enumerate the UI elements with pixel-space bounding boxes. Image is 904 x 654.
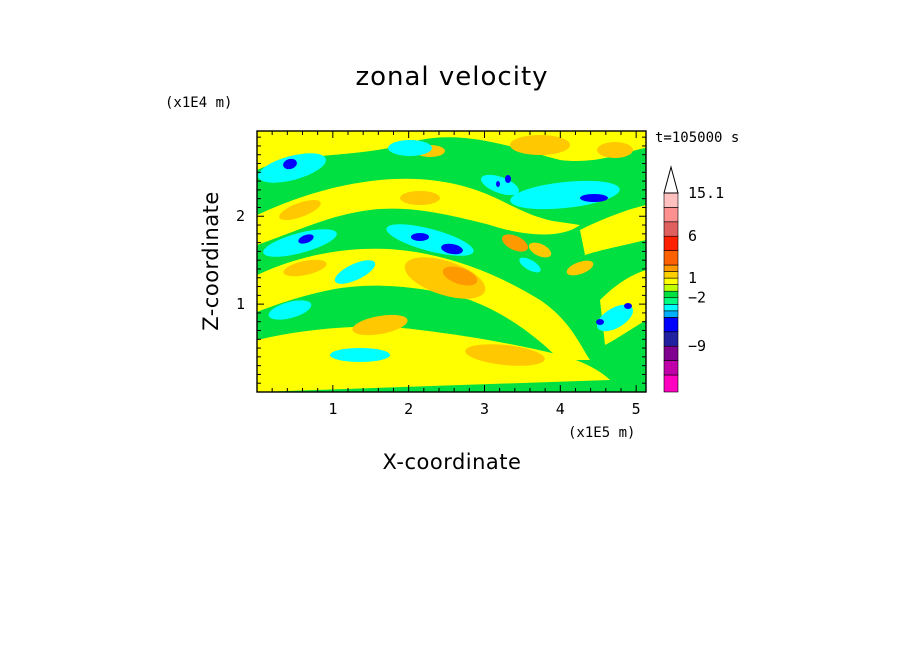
negative-core [596, 319, 604, 325]
positive-core [465, 344, 545, 366]
negative-core [298, 234, 314, 244]
x-axis: 1 2 3 4 5 [271, 131, 641, 418]
x-tick-label: 4 [556, 400, 565, 418]
positive-core [404, 257, 486, 299]
time-label: t=105000 s [655, 130, 739, 146]
negative-core [580, 194, 608, 202]
y-tick-label: 1 [236, 295, 245, 313]
positive-band [257, 178, 580, 245]
colorbar-swatch [663, 284, 679, 292]
positive-core [283, 259, 327, 277]
negative-core [411, 233, 429, 241]
x-tick-label: 1 [328, 400, 337, 418]
y-axis-label: Z-coordinate [199, 191, 223, 331]
colorbar-swatch [663, 290, 679, 299]
positive-core [597, 142, 633, 158]
y-tick-label: 2 [236, 207, 245, 225]
negative-region [388, 140, 432, 156]
colorbar-swatch [663, 207, 679, 223]
colorbar-swatch [663, 303, 679, 312]
negative-region [334, 260, 376, 284]
positive-core [279, 200, 321, 220]
negative-core [505, 175, 511, 183]
negative-region [330, 348, 390, 362]
colorbar: 15.1 6 1 −2 −9 [663, 165, 724, 393]
colorbar-swatch [663, 297, 679, 305]
x-tick-label: 5 [632, 400, 641, 418]
colorbar-swatch [663, 310, 679, 318]
colorbar-swatch [663, 192, 679, 208]
colorbar-swatch [663, 221, 679, 237]
positive-band [257, 326, 610, 392]
y-axis: 12 [236, 136, 646, 384]
velocity-field [257, 131, 646, 392]
negative-region [596, 304, 634, 332]
colorbar-swatch [663, 317, 679, 333]
positive-core [400, 191, 440, 205]
positive-core [510, 135, 570, 155]
positive-band [580, 205, 646, 255]
negative-region [481, 174, 519, 196]
colorbar-extend-arrow [663, 165, 679, 194]
y-scale-label: (x1E4 m) [165, 95, 232, 111]
negative-core [624, 303, 632, 309]
colorbar-swatch [663, 277, 679, 285]
colorbar-swatch [663, 345, 679, 361]
negative-core [496, 181, 500, 187]
negative-region [268, 300, 312, 320]
colorbar-label: 15.1 [688, 184, 724, 202]
colorbar-swatch [663, 264, 679, 272]
colorbar-swatch [663, 374, 679, 393]
colorbar-label: −2 [688, 289, 706, 307]
colorbar-swatch [663, 235, 679, 251]
negative-region [519, 257, 541, 273]
positive-core [501, 234, 529, 252]
x-tick-label: 2 [404, 400, 413, 418]
plot-frame [256, 130, 647, 393]
positive-core [442, 266, 478, 286]
positive-core [352, 314, 408, 336]
x-scale-label: (x1E5 m) [568, 425, 635, 441]
colorbar-swatch [663, 250, 679, 266]
positive-core [528, 242, 552, 258]
colorbar-swatch [663, 360, 679, 376]
x-axis-label: X-coordinate [383, 450, 522, 474]
colorbar-label: 6 [688, 227, 697, 245]
negative-core [441, 243, 463, 255]
x-tick-label: 3 [480, 400, 489, 418]
colorbar-swatch [663, 271, 679, 279]
chart-title: zonal velocity [355, 62, 548, 92]
positive-core [566, 260, 594, 276]
negative-region [510, 180, 620, 210]
negative-core [283, 158, 297, 170]
colorbar-label: 1 [688, 269, 697, 287]
colorbar-swatch [663, 331, 679, 347]
colorbar-label: −9 [688, 337, 706, 355]
